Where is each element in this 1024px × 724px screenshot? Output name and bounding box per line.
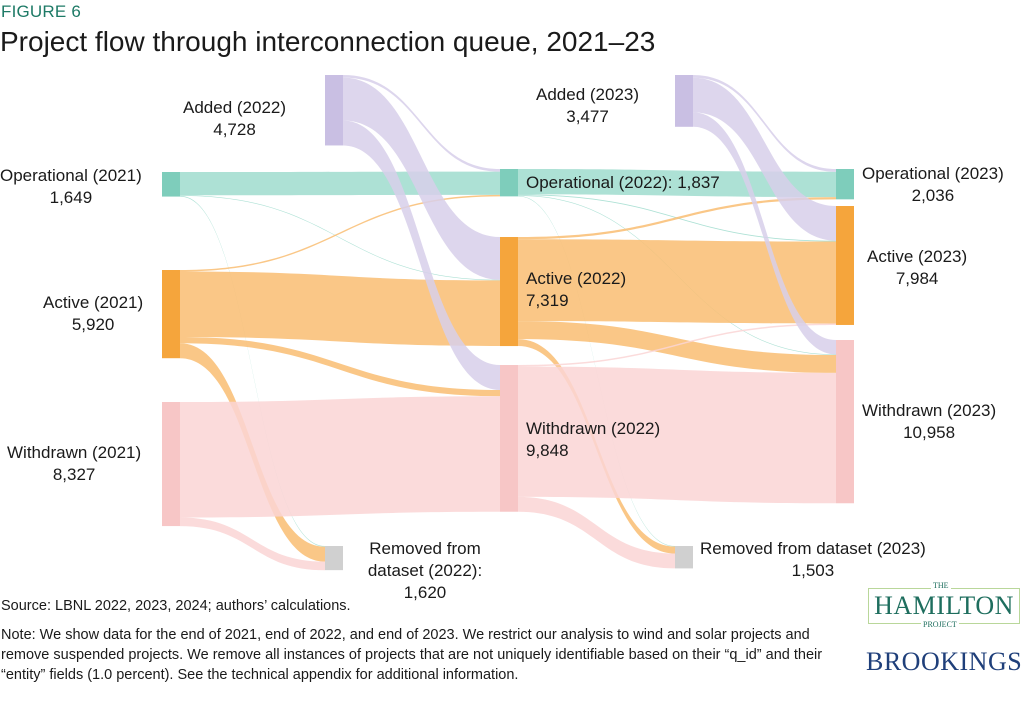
hamilton-project-logo: THE HAMILTON PROJECT xyxy=(868,581,1020,629)
node-rm22 xyxy=(325,546,343,571)
flow-wd22-wd23 xyxy=(518,366,836,504)
flow-act21-wd22 xyxy=(180,337,500,397)
flow-act22-act23 xyxy=(518,239,836,324)
node-op21 xyxy=(162,172,180,197)
node-wd23 xyxy=(836,340,854,504)
node-add23 xyxy=(675,75,693,127)
flow-wd22-rm23 xyxy=(518,496,675,569)
flow-add23-act23 xyxy=(693,77,836,241)
flow-op21-act22 xyxy=(180,195,500,281)
node-label-operational-2023: Operational (2023) 2,036 xyxy=(862,164,1004,205)
node-act22 xyxy=(500,237,518,347)
node-label-withdrawn-2021: Withdrawn (2021) 8,327 xyxy=(7,443,142,484)
node-label-removed-2023: Removed from dataset (2023) 1,503 xyxy=(700,539,926,580)
node-op22 xyxy=(500,169,518,197)
flow-act21-act22 xyxy=(180,271,500,346)
node-label-added-2022: Added (2022) 4,728 xyxy=(183,98,287,139)
node-rm23 xyxy=(675,546,693,569)
node-label-withdrawn-2022: Withdrawn (2022) 9,848 xyxy=(526,419,661,460)
flow-wd21-wd22 xyxy=(180,396,500,518)
node-label-operational-2021: Operational (2021) 1,649 xyxy=(0,166,142,207)
flow-op21-rm22 xyxy=(180,195,325,547)
source-text: Source: LBNL 2022, 2023, 2024; authors’ … xyxy=(1,598,351,614)
flow-add23-op23 xyxy=(693,75,836,172)
node-wd21 xyxy=(162,402,180,527)
flow-add22-wd22 xyxy=(343,120,500,391)
node-label-added-2023: Added (2023) 3,477 xyxy=(536,85,640,126)
flow-wd22-act23 xyxy=(518,323,836,367)
node-label-active-2023: Active (2023) 7,984 xyxy=(867,247,968,288)
node-label-withdrawn-2023: Withdrawn (2023) 10,958 xyxy=(862,401,997,442)
node-label-active-2022: Active (2022) 7,319 xyxy=(526,269,627,310)
flow-act22-wd23 xyxy=(518,321,836,373)
note-text: Note: We show data for the end of 2021, … xyxy=(1,627,823,683)
flow-act21-op22 xyxy=(180,194,500,272)
node-label-operational-2022: Operational (2022): 1,837 xyxy=(526,173,720,192)
flow-op21-op22 xyxy=(180,171,500,196)
chart-title: Project flow through interconnection que… xyxy=(0,26,656,57)
figure-label: FIGURE 6 xyxy=(1,2,82,21)
flow-add22-op22 xyxy=(343,75,500,172)
brookings-logo: BROOKINGS xyxy=(866,647,1023,676)
flow-act22-op23 xyxy=(518,197,836,240)
node-act21 xyxy=(162,270,180,359)
node-act23 xyxy=(836,206,854,325)
node-label-active-2021: Active (2021) 5,920 xyxy=(43,293,144,334)
node-add22 xyxy=(325,75,343,146)
node-op23 xyxy=(836,169,854,200)
node-wd22 xyxy=(500,365,518,512)
flow-add23-wd23 xyxy=(693,112,836,355)
flow-op22-op23 xyxy=(518,169,836,198)
flow-wd21-rm22 xyxy=(180,517,325,571)
flow-add22-act22 xyxy=(343,77,500,280)
node-label-removed-2022: Removed from dataset (2022): 1,620 xyxy=(367,539,483,602)
